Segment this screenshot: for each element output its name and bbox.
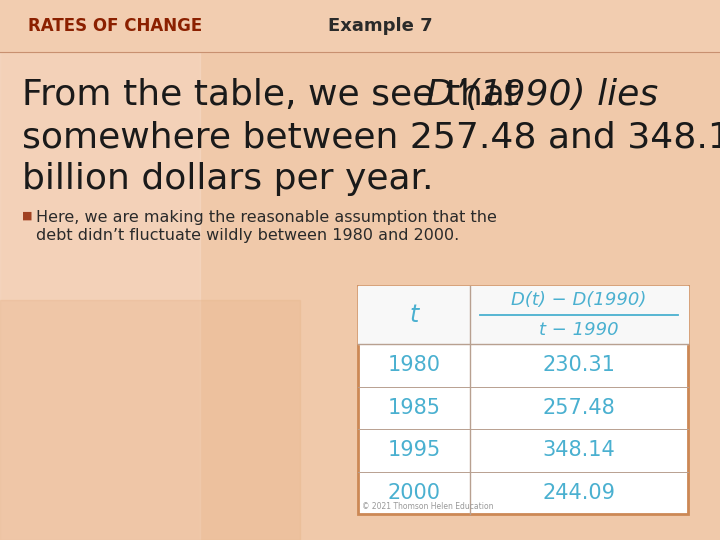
Text: Here, we are making the reasonable assumption that the: Here, we are making the reasonable assum… [36,210,497,225]
Text: 1985: 1985 [387,398,441,418]
Text: 230.31: 230.31 [543,355,616,375]
Text: 1995: 1995 [387,440,441,460]
Text: somewhere between 257.48 and 348.14: somewhere between 257.48 and 348.14 [22,120,720,154]
Bar [0,0,200,540]
Bar [358,286,688,344]
Text: 348.14: 348.14 [543,440,616,460]
Bar [0,300,300,540]
FancyBboxPatch shape [358,286,688,514]
Text: billion dollars per year.: billion dollars per year. [22,162,433,196]
Text: t: t [410,303,418,327]
Text: Example 7: Example 7 [328,17,432,35]
Text: From the table, we see that: From the table, we see that [22,78,531,112]
Text: RATES OF CHANGE: RATES OF CHANGE [28,17,202,35]
Bar [0,0,720,52]
Text: ■: ■ [22,211,32,221]
Text: © 2021 Thomson Helen Education: © 2021 Thomson Helen Education [362,502,493,511]
Text: 244.09: 244.09 [542,483,616,503]
Text: D’(1990) lies: D’(1990) lies [426,78,658,112]
Text: D(t) − D(1990): D(t) − D(1990) [511,291,647,309]
Text: 2000: 2000 [387,483,441,503]
Text: t − 1990: t − 1990 [539,321,618,339]
Text: debt didn’t fluctuate wildly between 1980 and 2000.: debt didn’t fluctuate wildly between 198… [36,228,459,243]
Text: 257.48: 257.48 [543,398,616,418]
Text: 1980: 1980 [387,355,441,375]
